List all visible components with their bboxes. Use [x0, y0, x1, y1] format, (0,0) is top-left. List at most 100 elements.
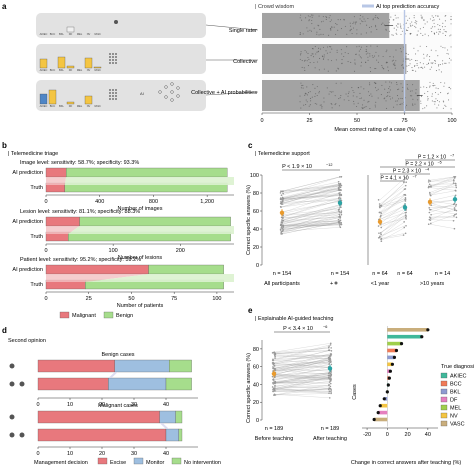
case-point [365, 50, 367, 53]
paired-point [455, 203, 458, 206]
schematic-rater-dot [112, 98, 114, 100]
case-point [302, 84, 304, 87]
case-point [400, 103, 402, 105]
case-point [416, 60, 418, 62]
true-diagnosis-label: BKL [450, 390, 460, 396]
case-point [322, 46, 325, 48]
case-point [396, 100, 398, 102]
schematic-rater-dot [112, 89, 114, 91]
schematic-diagnosis-label: VASC [94, 32, 101, 36]
case-point [444, 20, 446, 22]
case-point [351, 32, 353, 35]
triage-row-label: AI prediction [12, 219, 43, 225]
paired-line [281, 200, 341, 203]
case-change-point [378, 404, 382, 408]
case-point [422, 67, 424, 69]
schematic-bar [66, 26, 75, 33]
x-label-after-teaching: After teaching [313, 436, 347, 442]
case-point [426, 54, 428, 56]
true-diagnosis-label: DF [450, 398, 458, 404]
y-tick-label: 20 [253, 400, 259, 406]
case-point [394, 62, 396, 64]
paired-line [281, 204, 341, 221]
legend-monitor-label: Monitor [146, 460, 165, 466]
paired-line [273, 359, 331, 369]
paired-line [429, 195, 456, 202]
case-point [448, 86, 450, 89]
paired-point [402, 234, 405, 236]
case-point [447, 49, 449, 51]
paired-line [273, 378, 331, 383]
paired-point [272, 361, 274, 364]
paired-point [338, 196, 340, 199]
panel-c-title: | Telemedicine support [255, 151, 310, 157]
case-point [400, 51, 402, 53]
paired-point [272, 359, 275, 361]
case-point [438, 33, 440, 35]
paired-point [454, 213, 456, 216]
case-point [444, 47, 446, 49]
case-point [335, 33, 337, 35]
excise-bar [37, 410, 160, 424]
case-point [303, 67, 305, 69]
paired-line [379, 199, 406, 207]
decision-flow [108, 372, 118, 378]
case-point [406, 87, 409, 89]
case-point [401, 30, 403, 32]
case-point [384, 97, 386, 99]
case-point [325, 18, 327, 21]
case-point [362, 21, 364, 23]
case-point [375, 26, 377, 28]
case-point [450, 16, 452, 18]
case-point [330, 103, 332, 105]
legend-benign-swatch [103, 311, 114, 319]
case-point [356, 21, 358, 23]
case-point [416, 34, 418, 36]
paired-point [428, 179, 430, 181]
case-point [309, 91, 311, 93]
case-point [412, 98, 414, 100]
paired-point [328, 383, 330, 386]
case-point [419, 28, 421, 30]
case-point [356, 33, 358, 35]
schematic-diagnosis-label: MEL [77, 32, 83, 36]
case-point [444, 62, 446, 64]
paired-point [455, 213, 458, 215]
case-point [307, 65, 309, 67]
case-point [359, 56, 361, 58]
case-point [450, 59, 452, 61]
true-diagnosis-legend-title: True diagnosis [441, 364, 474, 370]
paired-point [339, 192, 341, 194]
true-diagnosis-swatch [440, 372, 448, 379]
case-point [377, 61, 379, 63]
case-point [388, 30, 390, 32]
paired-point [329, 344, 332, 346]
case-point [361, 20, 363, 22]
paired-line [281, 201, 341, 212]
paired-line [281, 216, 341, 223]
paired-point [379, 235, 381, 238]
paired-line [379, 227, 406, 242]
paired-point [380, 233, 382, 236]
paired-point [282, 214, 284, 217]
case-point [374, 17, 376, 19]
case-point [391, 34, 393, 36]
paired-line [281, 189, 341, 199]
case-point [421, 66, 423, 68]
schematic-diagnosis-label: DF [69, 104, 73, 108]
case-point [393, 27, 395, 29]
triage-x-label: Number of images [118, 206, 163, 212]
case-point [437, 24, 439, 26]
case-point [395, 32, 397, 34]
paired-point [330, 390, 332, 393]
case-point [365, 61, 367, 63]
crowd-bar [262, 13, 390, 38]
schematic-network-node [176, 86, 180, 90]
case-point [316, 61, 318, 63]
case-point [405, 22, 408, 24]
schematic-rater-dot [115, 98, 117, 100]
case-point [441, 26, 444, 28]
legend-title-management: Management decision [34, 460, 88, 466]
case-point [395, 49, 397, 51]
paired-point [328, 392, 330, 394]
